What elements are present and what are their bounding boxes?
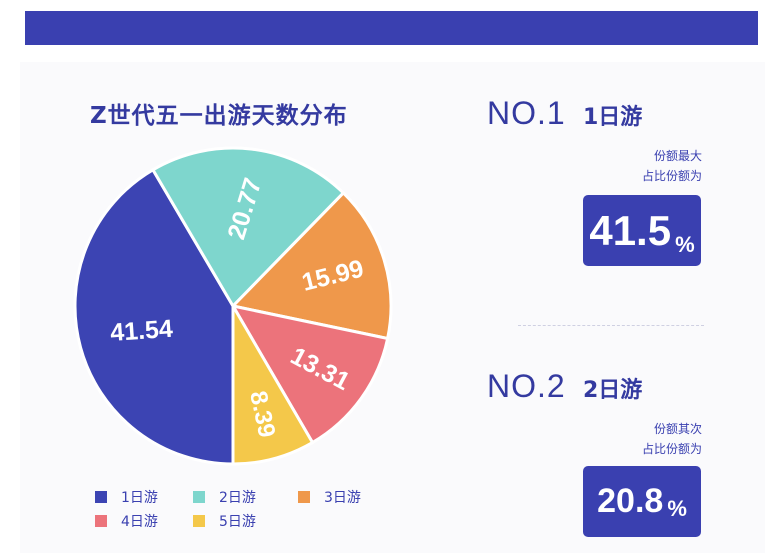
rank-2-value-box: 20.8 % (583, 466, 701, 537)
legend-swatch-2 (193, 491, 205, 503)
rank-2-unit: % (667, 495, 687, 521)
rank-1-number: NO.1 (487, 95, 566, 131)
legend-swatch-4 (95, 515, 107, 527)
legend-label-3: 3日游 (324, 490, 361, 506)
rank-1-desc-line-1: 份额最大 (653, 149, 702, 163)
chart-legend: 1日游 2日游 3日游 4日游 5日游 (95, 488, 395, 536)
rank-1-description: 份额最大 占比份额为 (542, 146, 702, 186)
legend-label-5: 5日游 (219, 514, 256, 530)
divider (518, 325, 704, 326)
rank-1-desc-line-2: 占比份额为 (641, 169, 702, 183)
pie-slice-2 (151, 146, 345, 308)
pie-slice-5 (231, 304, 314, 466)
legend-item-4: 4日游 (95, 512, 158, 530)
legend-item-5: 5日游 (193, 512, 256, 530)
rank-1-name: 1日游 (583, 105, 643, 130)
rank-2-desc-line-2: 占比份额为 (641, 442, 702, 456)
rank-2-number: NO.2 (487, 368, 566, 404)
legend-label-4: 4日游 (121, 514, 158, 530)
legend-label-2: 2日游 (219, 490, 256, 506)
legend-item-2: 2日游 (193, 488, 256, 506)
rank-2-desc-line-1: 份额其次 (653, 422, 702, 436)
rank-1-unit: % (675, 231, 695, 257)
chart-title: Z世代五一出游天数分布 (90, 103, 348, 129)
legend-label-1: 1日游 (121, 490, 158, 506)
rank-2-value: 20.8 (597, 482, 664, 520)
legend-swatch-5 (193, 515, 205, 527)
pie-slice-1 (73, 168, 235, 466)
rank-2-name: 2日游 (583, 378, 643, 403)
pie-label-1: 41.54 (109, 315, 173, 347)
rank-2-description: 份额其次 占比份额为 (542, 419, 702, 459)
legend-swatch-1 (95, 491, 107, 503)
legend-item-1: 1日游 (95, 488, 158, 506)
pie-slice-4 (231, 304, 390, 445)
legend-item-3: 3日游 (298, 488, 361, 506)
rank-1-value-box: 41.5 % (583, 195, 701, 266)
legend-swatch-3 (298, 491, 310, 503)
rank-1-value: 41.5 (589, 206, 672, 254)
header-banner (25, 11, 758, 45)
pie-slice-3 (231, 191, 393, 341)
